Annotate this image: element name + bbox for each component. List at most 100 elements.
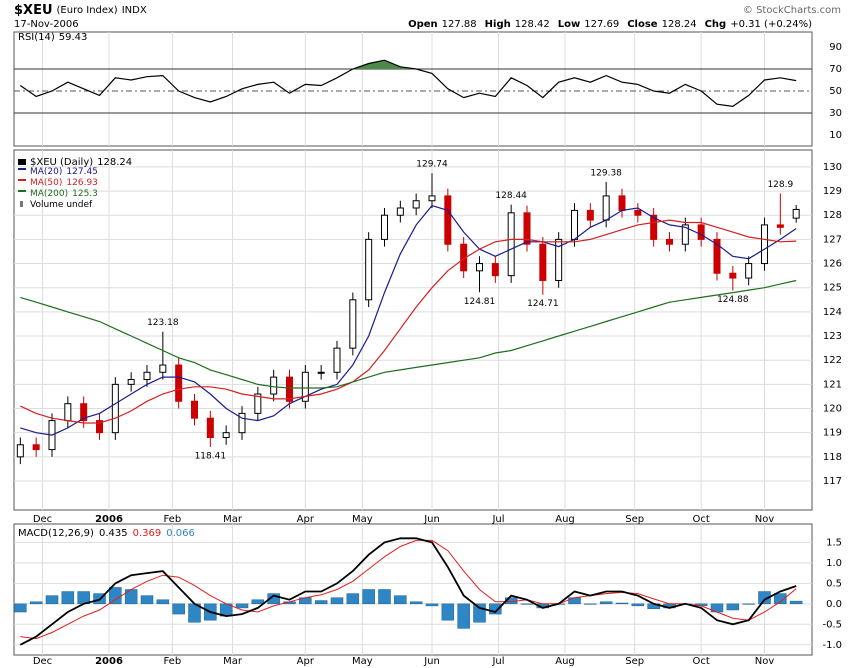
legend-swatch (18, 190, 26, 192)
candle-body (191, 400, 198, 419)
exchange: INDX (122, 5, 147, 16)
macd-histogram-bar (774, 593, 787, 605)
legend-name: MA(20) (30, 167, 62, 177)
price-tick-label: 130 (823, 162, 842, 173)
candle-body (555, 238, 563, 281)
candle-body (761, 224, 768, 265)
macd-tick-label: 0.5 (826, 578, 842, 589)
candle-body (713, 238, 721, 274)
text-row: Open 127.88 High 128.42 Low 127.69 Close 128.24… (408, 19, 812, 30)
candle-body (301, 371, 309, 402)
candle-body (127, 379, 135, 385)
macd-histogram-bar (457, 603, 470, 629)
candle-body (64, 403, 72, 422)
text-row: RSI(14) 59.43 (18, 32, 87, 43)
rsi-overbought-area (20, 60, 797, 69)
price-tick-label: 126 (823, 259, 842, 270)
price-tick-label: 117 (823, 476, 842, 487)
legend-swatch (18, 168, 26, 170)
legend-name: MA(200) (30, 189, 68, 199)
moving-average (20, 219, 797, 424)
rsi-line (19, 59, 797, 108)
macd-histogram-bar (378, 589, 391, 605)
grid (14, 32, 812, 655)
price-annotation: 124.81 (464, 297, 496, 307)
candle-body (523, 212, 531, 245)
text-row: $XEU (Daily) 128.24 (30, 157, 132, 168)
x-tick-label: Nov (755, 514, 775, 525)
candle-body (365, 238, 373, 301)
x-tick-label: 2006 (95, 514, 123, 525)
macd-histogram-bar (441, 603, 455, 621)
candle-body (428, 195, 436, 202)
x-tick-label: Jun (423, 514, 440, 525)
candle-body (80, 403, 88, 422)
x-tick-label: Apr (297, 656, 315, 667)
candle-body (32, 444, 40, 451)
rsi-panel (13, 31, 813, 147)
rsi-tick-label: 30 (829, 108, 842, 119)
rsi-tick-label: 10 (829, 130, 842, 141)
x-tick-label: Sep (625, 514, 644, 525)
macd-value: 0.435 (99, 528, 128, 539)
macd-histogram-bar (140, 595, 154, 605)
candle-body (776, 224, 784, 228)
candle-body (206, 417, 214, 439)
candle-body (586, 209, 594, 221)
legend-swatch (18, 159, 26, 165)
candle-body (317, 371, 325, 374)
quote-label: Chg (705, 19, 727, 30)
macd-histogram-bar (726, 603, 740, 611)
candle-body (270, 376, 278, 395)
labels: $XEU (Euro Index) INDX 17-Nov-2006 © StockCh… (14, 3, 842, 668)
candle-body (143, 371, 151, 381)
macd-line (20, 539, 797, 640)
price-tick-label: 125 (823, 283, 842, 294)
price-tick-label: 128 (823, 210, 842, 221)
quote-label: Low (558, 19, 580, 30)
legend-value: 125.3 (72, 189, 98, 199)
text-row: $XEU (Euro Index) INDX (14, 3, 147, 18)
candle-body (634, 209, 642, 216)
macd-histogram-bar (346, 593, 360, 605)
x-tick-label: Aug (555, 656, 575, 667)
candle-body (602, 195, 610, 221)
price-annotation: 128.44 (495, 191, 527, 201)
x-tick-label: Jul (491, 656, 504, 667)
candle-body (618, 195, 626, 211)
description: (Euro Index) (57, 5, 118, 16)
text-row: MA(200) 125.3 (30, 189, 98, 199)
price-annotation: 128.9 (767, 180, 793, 190)
legend-value: 127.45 (66, 167, 98, 177)
candle-body (650, 214, 658, 240)
volume-label: Volume undef (30, 200, 93, 210)
price-tick-label: 119 (823, 428, 842, 439)
macd-histogram-bar (789, 600, 803, 605)
rsi-tick-label: 90 (829, 42, 842, 53)
price-annotation: 118.41 (195, 451, 227, 461)
date: 17-Nov-2006 (14, 19, 79, 30)
macd-histogram-bar (172, 603, 185, 615)
candle-body (666, 238, 673, 245)
candle-body (381, 214, 388, 240)
price-annotation: 123.18 (147, 318, 179, 328)
source: © StockCharts.com (743, 5, 841, 16)
macd-histogram-bar (758, 591, 771, 605)
macd-value: 0.369 (133, 528, 162, 539)
rsi-tick-label: 70 (829, 64, 842, 75)
quote-value: 127.88 (442, 19, 477, 30)
quote-label: High (485, 19, 511, 30)
text-row: Volume undef (30, 200, 93, 210)
x-tick-label: Nov (755, 656, 775, 667)
candle-body (792, 208, 800, 219)
price-tick-label: 129 (823, 186, 842, 197)
macd-histogram-bar (14, 603, 27, 613)
quote-label: Open (408, 19, 438, 30)
macd-histogram-bar (235, 603, 249, 609)
x-tick-label: Sep (625, 656, 644, 667)
quote-value: 128.42 (515, 19, 550, 30)
macd-histogram-bar (409, 601, 423, 605)
x-tick-label: Dec (33, 656, 52, 667)
macd-histogram-bar (584, 603, 597, 605)
